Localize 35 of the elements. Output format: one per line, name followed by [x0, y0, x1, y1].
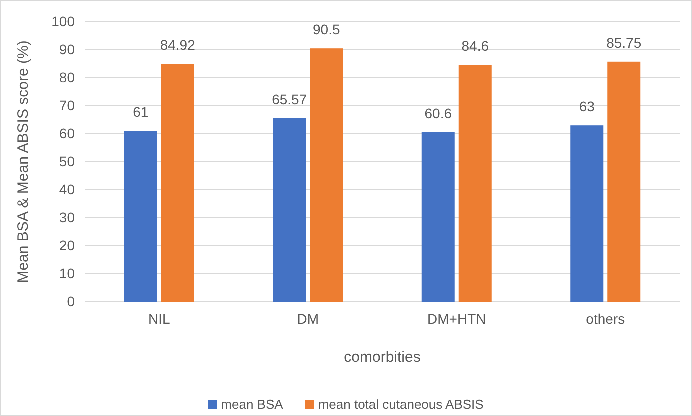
y-tick-label: 90	[59, 41, 76, 58]
y-tick-label: 60	[59, 125, 76, 142]
x-tick-label: DM+HTN	[428, 310, 486, 327]
bar	[422, 132, 455, 302]
y-tick-label: 10	[59, 265, 76, 282]
data-label: 63	[579, 98, 596, 115]
bar	[273, 118, 306, 302]
y-axis-title: Mean BSA & Mean ABSIS score (%)	[15, 40, 32, 284]
bar	[458, 65, 492, 302]
data-label: 60.6	[424, 105, 452, 122]
bar	[310, 48, 344, 302]
data-label: 65.57	[272, 91, 308, 108]
legend-label: mean BSA	[221, 397, 284, 412]
x-tick-label: others	[586, 310, 626, 327]
y-tick-label: 70	[59, 97, 76, 114]
bar	[608, 62, 641, 302]
bar	[570, 126, 604, 302]
legend-label: mean total cutaneous ABSIS	[318, 397, 484, 412]
x-axis-title: comorbities	[344, 349, 421, 366]
bar	[124, 131, 158, 302]
data-label: 84.92	[160, 37, 196, 54]
y-tick-label: 50	[59, 153, 76, 170]
y-tick-label: 0	[67, 293, 76, 310]
y-tick-label: 100	[52, 13, 76, 30]
data-label: 85.75	[606, 34, 642, 51]
data-label: 84.6	[462, 38, 490, 54]
y-tick-label: 30	[59, 209, 76, 226]
data-label: 90.5	[313, 22, 340, 38]
y-tick-label: 20	[59, 237, 76, 254]
x-tick-label: DM	[297, 310, 320, 327]
data-label: 61	[133, 104, 149, 120]
x-tick-label: NIL	[148, 310, 170, 327]
y-tick-label: 40	[59, 181, 76, 198]
y-tick-label: 80	[59, 69, 76, 86]
bar	[161, 64, 194, 302]
